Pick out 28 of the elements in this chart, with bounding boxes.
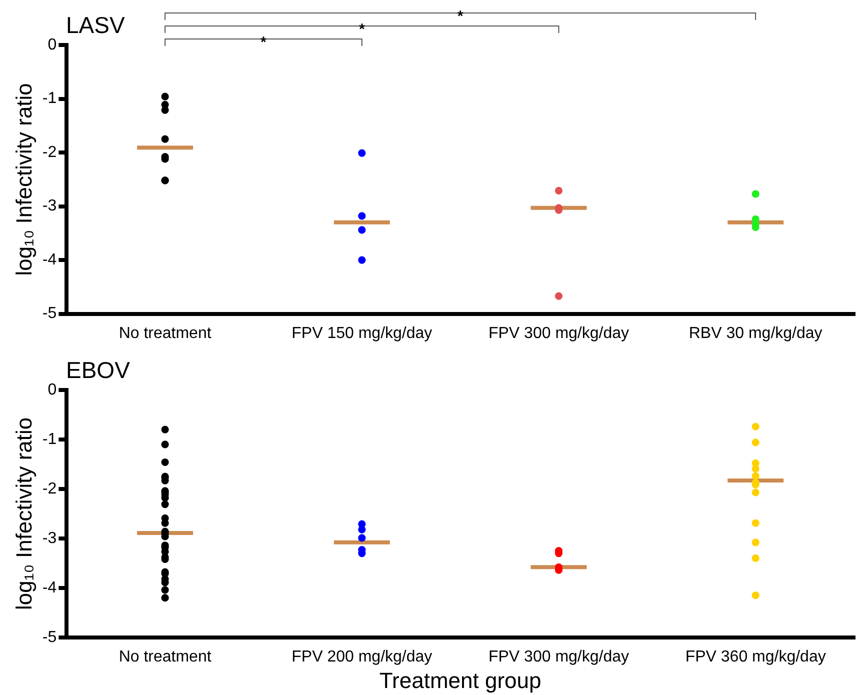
x-tick-label: No treatment [118, 648, 212, 666]
y-tick-label: -5 [42, 628, 57, 646]
chart-title: EBOV [66, 357, 131, 383]
y-tick-label: -3 [42, 198, 57, 215]
x-tick-label: FPV 360 mg/kg/day [685, 648, 826, 666]
annotation: * [260, 34, 267, 51]
y-axis-title: log₁₀ Infectivity ratio [11, 83, 36, 276]
y-tick-label: -1 [42, 90, 57, 108]
y-tick-label: -4 [42, 579, 57, 596]
text: * [457, 8, 464, 25]
x-tick-label: FPV 150 mg/kg/day [292, 324, 432, 342]
chart-title: LASV [66, 12, 126, 38]
y-tick-label: -3 [42, 530, 57, 547]
y-tick-label: -4 [42, 251, 57, 268]
x-tick-label: FPV 300 mg/kg/day [488, 648, 629, 666]
x-tick-label: RBV 30 mg/kg/day [688, 324, 822, 342]
y-tick-label: 0 [48, 381, 57, 398]
x-tick-label: FPV 300 mg/kg/day [488, 324, 629, 342]
y-tick-label: -2 [42, 480, 57, 498]
x-tick-label: No treatment [118, 324, 212, 342]
text: * [358, 21, 365, 38]
x-axis-title: Treatment group [379, 668, 542, 693]
y-tick-label: -5 [42, 305, 57, 322]
y-tick-label: -1 [42, 430, 57, 448]
y-tick-label: 0 [48, 36, 57, 54]
x-tick-label: FPV 200 mg/kg/day [292, 648, 432, 666]
y-tick-label: -2 [42, 144, 57, 161]
y-axis-title: log₁₀ Infectivity ratio [11, 417, 36, 610]
